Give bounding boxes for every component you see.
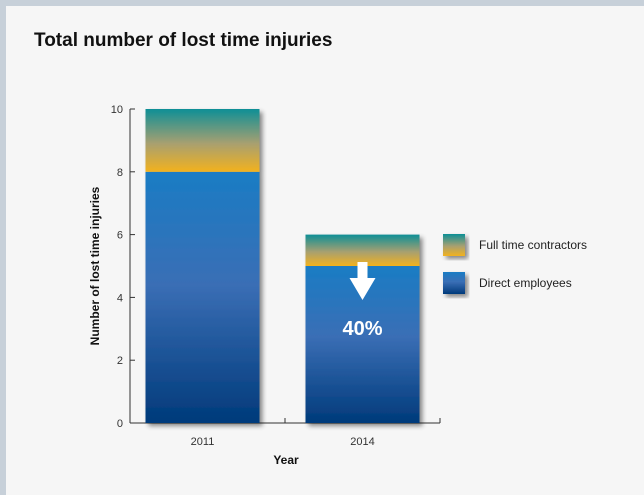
x-ticks: 2011 2014 xyxy=(191,418,441,448)
bar-stack-2011 xyxy=(145,109,260,423)
y-tick-label: 6 xyxy=(117,230,123,242)
y-tick-label: 4 xyxy=(117,292,123,304)
legend: Full time contractors Direct employees xyxy=(443,234,587,294)
chart-title: Total number of lost time injuries xyxy=(34,30,333,51)
x-tick-label: 2014 xyxy=(350,436,374,448)
y-axis-title: Number of lost time injuries xyxy=(88,186,102,345)
legend-label-full-time-contractors: Full time contractors xyxy=(479,238,587,252)
bar-full-time-contractors-2014 xyxy=(305,234,420,266)
legend-swatch-full-time-contractors xyxy=(443,234,465,256)
bars: 40% xyxy=(145,109,420,423)
y-ticks: 0 2 4 6 8 10 xyxy=(111,104,135,430)
x-tick-label: 2011 xyxy=(191,436,215,448)
bar-full-time-contractors-2011 xyxy=(145,109,260,172)
bar-stack-2014 xyxy=(305,234,420,423)
down-arrow-icon xyxy=(349,262,376,300)
y-tick-label: 8 xyxy=(117,167,123,179)
bar-direct-employees-2011 xyxy=(145,171,260,423)
y-tick-label: 2 xyxy=(117,355,123,367)
legend-label-direct-employees: Direct employees xyxy=(479,276,572,290)
reduction-percentage-label: 40% xyxy=(342,318,382,340)
legend-swatch-direct-employees xyxy=(443,272,465,294)
x-axis-title: Year xyxy=(273,453,299,467)
y-tick-label: 0 xyxy=(117,418,123,430)
y-tick-label: 10 xyxy=(111,104,123,116)
